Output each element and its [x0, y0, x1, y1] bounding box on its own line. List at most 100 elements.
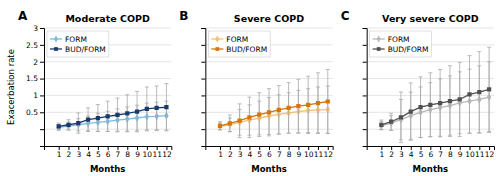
error-bar-cap	[477, 51, 481, 52]
marker	[257, 113, 261, 117]
error-bar-cap	[468, 133, 472, 134]
x-tick: 4	[86, 146, 91, 159]
error-bar	[155, 86, 159, 130]
marker	[286, 106, 290, 110]
marker	[399, 115, 403, 119]
error-bar	[115, 98, 119, 132]
error-bar-cap	[306, 133, 310, 134]
error-bar-cap	[96, 131, 100, 132]
marker	[306, 103, 310, 107]
tick-mark	[201, 95, 205, 96]
error-bar-cap	[125, 131, 129, 132]
x-tick: 10	[304, 146, 314, 159]
error-bar-cap	[106, 101, 110, 102]
legend-frame	[47, 31, 109, 57]
series	[379, 62, 491, 140]
marker	[218, 124, 222, 128]
panel: 123456789101112Very severe COPDCMonthsFO…	[341, 9, 495, 174]
error-bar	[125, 95, 129, 132]
error-bar-cap	[316, 133, 320, 134]
axis-line	[40, 29, 45, 147]
error-bar-cap	[228, 114, 232, 115]
legend: FORMBUD/FORM	[370, 31, 432, 57]
legend-marker	[54, 36, 58, 43]
y-tick	[201, 62, 205, 63]
tick-mark	[40, 45, 44, 46]
legend-item: BUD/FORM	[50, 45, 106, 54]
x-tick-label: 9	[296, 150, 301, 159]
x-tick-label: 5	[96, 150, 101, 159]
x-axis: 123456789101112	[206, 146, 333, 159]
error-bar	[287, 83, 291, 134]
tick-mark	[40, 79, 44, 80]
x-tick-label: 8	[125, 150, 130, 159]
marker	[145, 107, 149, 111]
x-tick: 3	[399, 146, 404, 159]
error-bar	[57, 123, 61, 130]
marker	[409, 109, 413, 113]
title: Moderate COPD	[65, 13, 150, 24]
error-bar-cap	[247, 97, 251, 98]
x-tick: 11	[475, 146, 485, 159]
marker	[487, 87, 491, 91]
y-tick: 3	[33, 24, 44, 33]
error-bar-cap	[66, 119, 70, 120]
error-bar	[296, 79, 300, 133]
x-tick: 2	[67, 146, 72, 159]
error-bar-cap	[296, 79, 300, 80]
error-bar-cap	[399, 142, 403, 143]
error-bar	[326, 69, 330, 133]
tick-mark	[201, 45, 205, 46]
error-bar-cap	[419, 76, 423, 77]
error-bar-cap	[125, 94, 129, 95]
title: Severe COPD	[234, 13, 304, 24]
x-tick: 1	[218, 146, 223, 159]
legend-items: FORMBUD/FORM	[50, 35, 106, 54]
legend-label: BUD/FORM	[65, 45, 106, 54]
y-tick-label: 1	[33, 91, 38, 100]
x-tick-label: 7	[438, 150, 443, 159]
error-bar-cap	[399, 92, 403, 93]
marker	[115, 113, 119, 117]
marker	[228, 121, 232, 125]
error-bar-cap	[57, 129, 61, 130]
error-bar-cap	[96, 131, 100, 132]
marker	[418, 105, 422, 109]
grid-line	[44, 28, 171, 29]
error-bar-cap	[145, 130, 149, 131]
panel-label: A	[18, 9, 28, 23]
error-bar-cap	[448, 136, 452, 137]
marker	[477, 90, 481, 94]
error-bar-cap	[428, 72, 432, 73]
error-bar-cap	[389, 113, 393, 114]
marker	[326, 99, 330, 103]
error-bar-cap	[218, 129, 222, 130]
x-tick: 1	[57, 146, 62, 159]
error-bar-cap	[76, 112, 80, 113]
grid-line	[44, 95, 171, 96]
tick-mark	[40, 112, 44, 113]
marker	[106, 114, 110, 118]
error-bar-cap	[228, 131, 232, 132]
x-tick-label: 1	[218, 150, 223, 159]
error-bar	[389, 113, 393, 130]
error-bar-cap	[326, 69, 330, 70]
x-tick-label: 4	[248, 150, 253, 159]
x-tick-label: 1	[57, 150, 62, 159]
error-bar-cap	[218, 121, 222, 122]
error-bar	[257, 93, 261, 137]
legend-label: BUD/FORM	[388, 45, 429, 54]
error-bar	[218, 122, 222, 130]
tick-mark	[363, 79, 367, 80]
y-tick	[363, 112, 367, 113]
error-bar	[316, 73, 320, 134]
error-bar-cap	[409, 140, 413, 141]
legend-marker	[215, 47, 219, 51]
tick-mark	[201, 79, 205, 80]
x-axis-label: Months	[413, 164, 449, 174]
error-bar	[468, 56, 472, 134]
legend: FORMBUD/FORM	[47, 31, 109, 57]
x-axis-label: Months	[251, 164, 287, 174]
plot-area	[379, 47, 491, 142]
y-tick	[363, 95, 367, 96]
